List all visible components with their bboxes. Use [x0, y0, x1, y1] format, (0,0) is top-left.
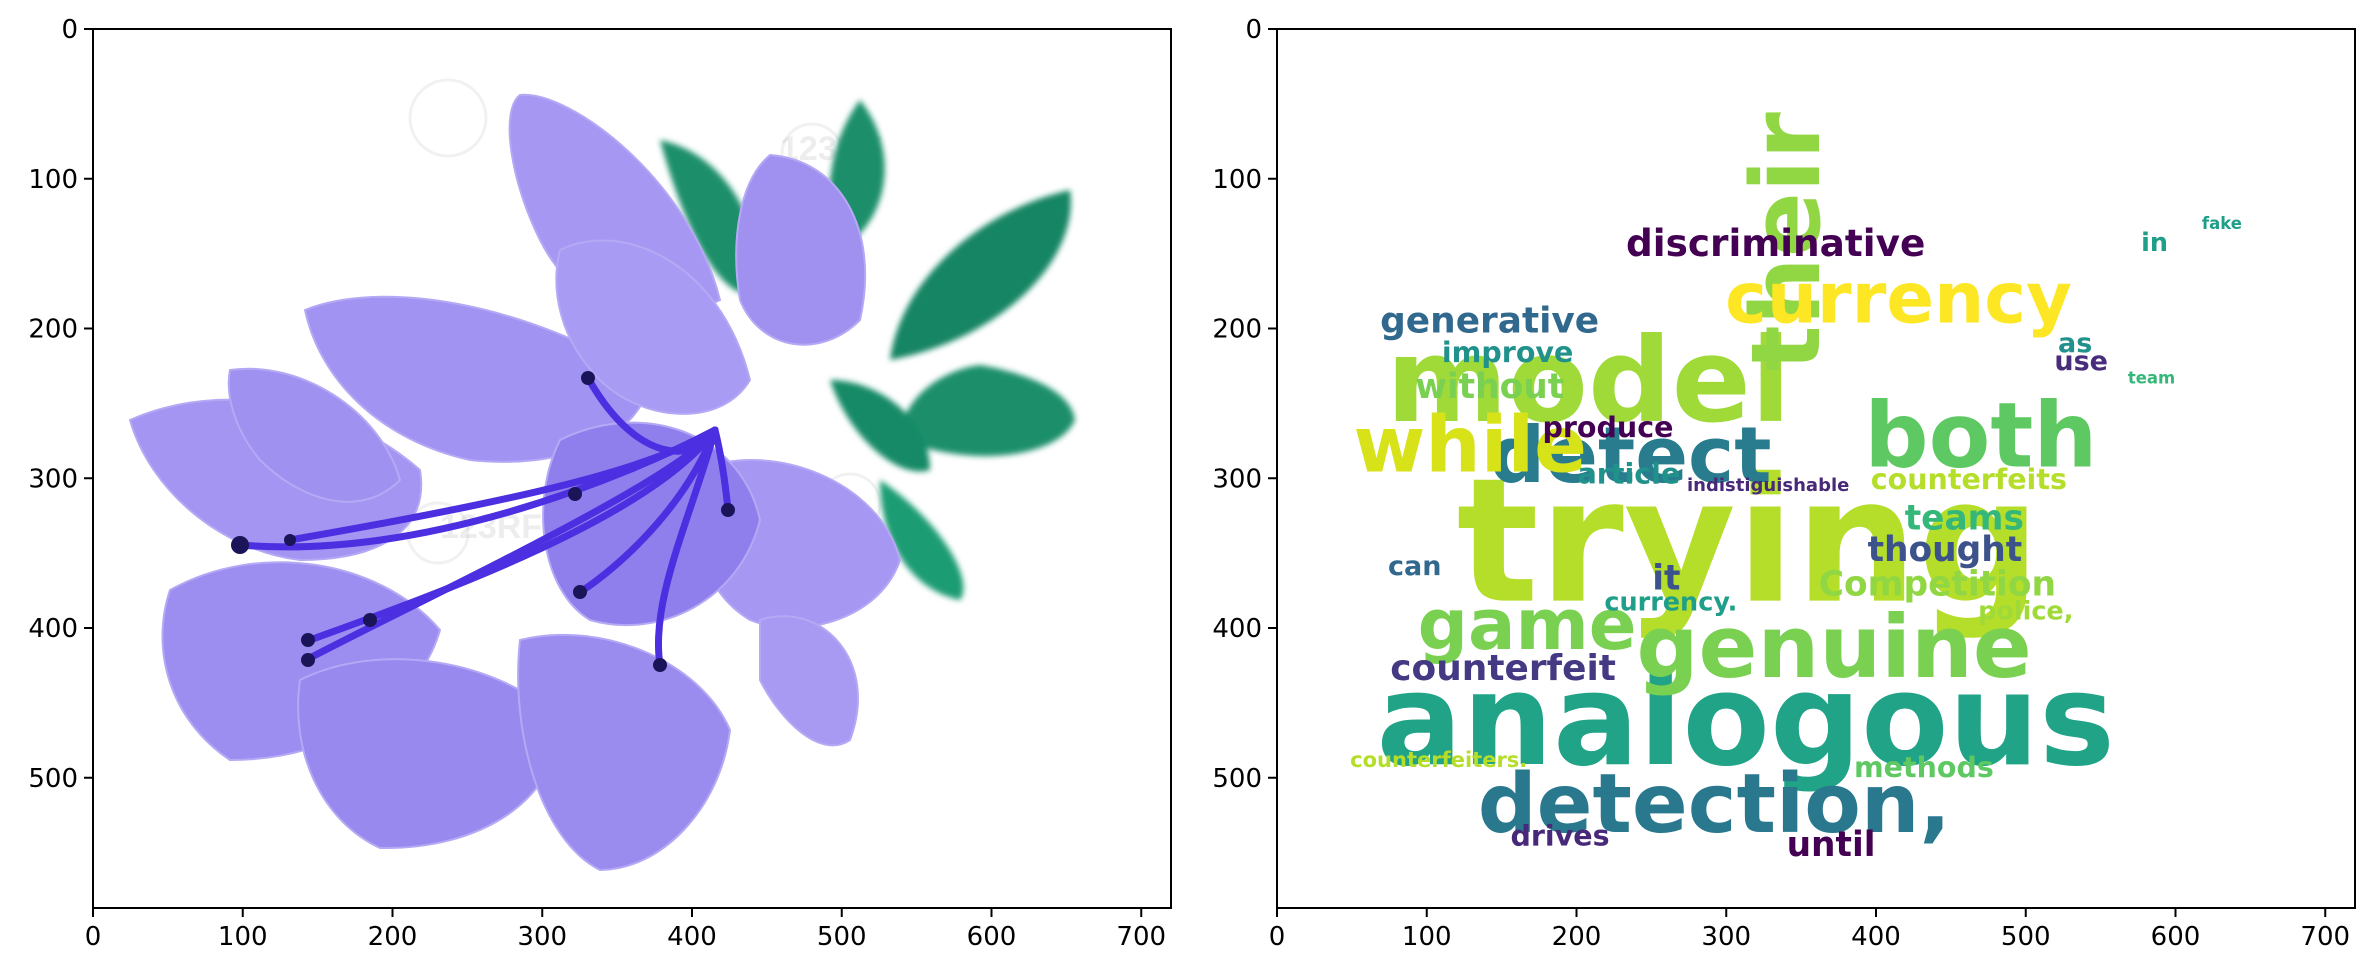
- word-game: game: [1418, 584, 1637, 666]
- word-police: police,: [1978, 597, 2073, 627]
- flower-x-tick-label: 0: [85, 922, 102, 952]
- word-detection: detection,: [1478, 757, 1951, 852]
- word-currency: currency.: [1604, 588, 1737, 618]
- flower-y-tick-label: 300: [28, 464, 78, 494]
- wordcloud-x-tick-label: 200: [1552, 922, 1602, 952]
- word-it: it: [1652, 559, 1680, 599]
- word-model: model: [1386, 313, 1791, 449]
- word-teams: teams: [1905, 499, 2024, 539]
- flower-x-tick-label: 600: [967, 922, 1017, 952]
- flower-x-tick-label: 700: [1116, 922, 1166, 952]
- word-fake: fake: [2202, 214, 2242, 233]
- word-without: without: [1415, 367, 1564, 407]
- wordcloud-y-tick-label: 400: [1212, 614, 1262, 644]
- flower-x-tick-label: 200: [368, 922, 418, 952]
- flower-y-tick-label: 500: [28, 764, 78, 794]
- flower-y-tick-label: 100: [28, 165, 78, 195]
- word-trying: trying: [1457, 441, 2041, 642]
- flower-image-panel: 123RF 123RF: [28, 15, 1172, 952]
- wordcloud-y-tick-label: 300: [1212, 464, 1262, 494]
- flower-y-tick-label: 0: [61, 15, 78, 45]
- flower-y-tick-label: 400: [28, 614, 78, 644]
- wordcloud-axis-ticks: 0 100 200 300 400 500 600 700 0 100 200 300 400 500: [1212, 15, 2350, 952]
- word-both: both: [1864, 384, 2097, 488]
- word-counterfeit: counterfeit: [1390, 648, 1616, 689]
- word-as: as: [2058, 328, 2092, 359]
- word-produce: produce: [1542, 411, 1673, 444]
- word-counterfeiters: counterfeiters.: [1350, 748, 1527, 772]
- word-genuine: genuine: [1636, 597, 2031, 698]
- word-in: in: [2141, 228, 2168, 258]
- word-generative: generative: [1380, 301, 1599, 342]
- word-currency: currency: [1725, 258, 2072, 340]
- word-analogous: analogous: [1376, 647, 2114, 795]
- word-their: their: [1730, 112, 1842, 371]
- word-counterfeits: counterfeits: [1871, 463, 2067, 496]
- word-competition: Competition: [1819, 565, 2056, 605]
- flower-image: 123RF 123RF: [128, 78, 1075, 872]
- wordcloud-x-tick-label: 300: [1701, 922, 1751, 952]
- wordcloud-y-tick-label: 0: [1245, 15, 1262, 45]
- flower-y-tick-label: 200: [28, 315, 78, 345]
- word-thought: thought: [1868, 530, 2023, 570]
- wordcloud-x-tick-label: 100: [1402, 922, 1452, 952]
- wordcloud-y-tick-label: 200: [1212, 315, 1262, 345]
- flower-anthers: [231, 371, 735, 672]
- wordcloud-x-tick-label: 500: [2001, 922, 2051, 952]
- flower-x-tick-label: 100: [218, 922, 268, 952]
- word-team: team: [2128, 368, 2175, 387]
- word-while: while: [1353, 400, 1587, 490]
- wordcloud-y-tick-label: 500: [1212, 764, 1262, 794]
- flower-x-tick-label: 400: [667, 922, 717, 952]
- word-until: until: [1787, 825, 1876, 865]
- wordcloud-y-tick-label: 100: [1212, 165, 1262, 195]
- flower-axis-ticks: 0 100 200 300 400 500 600 700 0 100 200 300 400 500: [28, 15, 1166, 952]
- word-detect: detect: [1489, 411, 1771, 501]
- word-indistiguishable: indistiguishable: [1687, 475, 1849, 496]
- flower-stamens: [236, 374, 732, 669]
- word-use: use: [2054, 346, 2108, 377]
- word-drives: drives: [1510, 820, 1609, 853]
- wordcloud-x-tick-label: 700: [2300, 922, 2350, 952]
- wordcloud-x-tick-label: 0: [1269, 922, 1286, 952]
- word-article: article: [1578, 457, 1681, 490]
- word-can: can: [1388, 551, 1441, 582]
- word-improve: improve: [1442, 336, 1573, 369]
- wordcloud-x-tick-label: 600: [2151, 922, 2201, 952]
- wordcloud-x-tick-label: 400: [1851, 922, 1901, 952]
- flower-x-tick-label: 500: [817, 922, 867, 952]
- word-discriminative: discriminative: [1626, 221, 1925, 265]
- flower-x-tick-label: 300: [517, 922, 567, 952]
- word-methods: methods: [1854, 751, 1994, 784]
